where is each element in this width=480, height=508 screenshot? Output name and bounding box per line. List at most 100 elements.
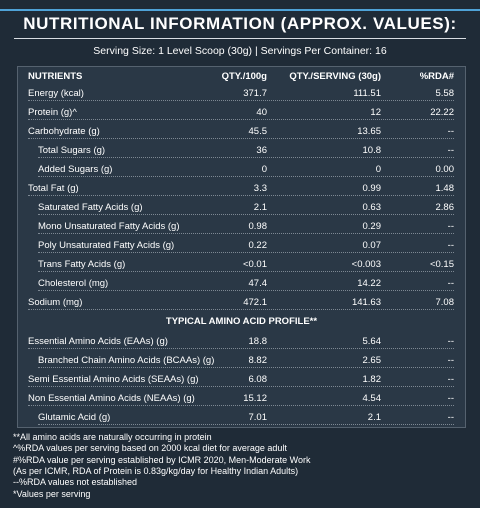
value-per-100g: 3.3: [253, 183, 267, 194]
rda-value: --: [447, 126, 454, 137]
nutrient-name: Non Essential Amino Acids (NEAAs) (g): [28, 393, 195, 404]
value-per-serving: 141.63: [351, 297, 381, 308]
value-per-serving: 4.54: [362, 393, 382, 404]
row-leader: [28, 195, 454, 196]
value-per-100g: 472.1: [243, 297, 267, 308]
rda-value: --: [447, 336, 454, 347]
value-per-serving: 0: [375, 164, 381, 175]
nutrient-name: Trans Fatty Acids (g): [38, 259, 126, 270]
rda-value: --: [447, 393, 454, 404]
value-per-100g: 47.4: [248, 278, 268, 289]
rda-value: --: [447, 240, 454, 251]
nutrient-name: Semi Essential Amino Acids (SEAAs) (g): [28, 374, 199, 385]
nutrient-name: Saturated Fatty Acids (g): [38, 202, 143, 213]
row-leader: [28, 405, 454, 406]
value-per-serving: 12: [370, 107, 381, 118]
row-leader: [28, 386, 454, 387]
value-per-100g: 0.98: [248, 221, 268, 232]
column-header: NUTRIENTS: [28, 71, 83, 82]
nutrient-name: Sodium (mg): [28, 297, 83, 308]
value-per-serving: 2.65: [362, 355, 382, 366]
row-leader: [28, 138, 454, 139]
value-per-100g: 40: [256, 107, 267, 118]
value-per-100g: 6.08: [248, 374, 268, 385]
value-per-100g: 0: [261, 164, 267, 175]
value-per-100g: 371.7: [243, 88, 267, 99]
column-header: %RDA#: [419, 71, 454, 82]
value-per-serving: 10.8: [362, 145, 382, 156]
value-per-100g: <0.01: [242, 259, 267, 270]
nutrient-name: Mono Unsaturated Fatty Acids (g): [38, 221, 180, 232]
row-leader: [38, 271, 454, 272]
rda-value: 22.22: [430, 107, 454, 118]
rda-value: 7.08: [435, 297, 455, 308]
nutrient-name: Total Fat (g): [28, 183, 79, 194]
value-per-serving: 0.07: [362, 240, 382, 251]
column-header: QTY./100g: [221, 71, 267, 82]
value-per-serving: 2.1: [367, 412, 381, 423]
row-leader: [38, 424, 454, 425]
rda-value: --: [447, 355, 454, 366]
rda-value: 0.00: [435, 164, 455, 175]
title-underline: [14, 38, 466, 39]
rda-value: --: [447, 278, 454, 289]
nutrient-name: Total Sugars (g): [38, 145, 106, 156]
value-per-serving: 0.99: [362, 183, 382, 194]
row-leader: [28, 309, 454, 310]
rda-value: <0.15: [429, 259, 454, 270]
value-per-serving: 14.22: [357, 278, 381, 289]
section-title: TYPICAL AMINO ACID PROFILE**: [165, 316, 318, 327]
value-per-100g: 36: [256, 145, 267, 156]
footnote: **All amino acids are naturally occurrin…: [13, 432, 212, 442]
value-per-100g: 2.1: [253, 202, 267, 213]
nutrient-name: Branched Chain Amino Acids (BCAAs) (g): [38, 355, 215, 366]
rda-value: --: [447, 412, 454, 423]
value-per-serving: 1.82: [362, 374, 382, 385]
footnote: ^%RDA values per serving based on 2000 k…: [13, 443, 287, 454]
nutrient-name: Essential Amino Acids (EAAs) (g): [28, 336, 168, 347]
value-per-serving: 111.51: [353, 88, 381, 99]
nutrient-name: Cholesterol (mg): [38, 278, 109, 289]
row-leader: [38, 157, 454, 158]
top-accent-line: [0, 9, 480, 11]
nutrient-name: Added Sugars (g): [38, 164, 113, 175]
row-leader: [38, 214, 454, 215]
footnote: *Values per serving: [13, 488, 91, 499]
value-per-serving: 13.65: [357, 126, 381, 137]
rda-value: --: [447, 221, 454, 232]
value-per-serving: <0.003: [351, 259, 381, 270]
rda-value: --: [447, 374, 454, 385]
footnote: --%RDA values not established: [13, 477, 138, 488]
row-leader: [38, 290, 454, 291]
rda-value: --: [447, 145, 454, 156]
nutrient-name: Energy (kcal): [28, 88, 84, 99]
row-leader: [38, 367, 454, 368]
nutrition-table: NUTRIENTS QTY./100g QTY./SERVING (30g) %RDA…: [17, 66, 466, 428]
value-per-100g: 7.01: [248, 412, 268, 423]
row-leader: [28, 119, 454, 120]
rda-value: 2.86: [435, 202, 455, 213]
value-per-serving: 0.63: [362, 202, 382, 213]
nutrient-name: Poly Unsaturated Fatty Acids (g): [38, 240, 175, 251]
row-leader: [38, 252, 454, 253]
footnote: #%RDA value per serving established by I…: [13, 454, 311, 465]
rda-value: 5.58: [435, 88, 455, 99]
nutrient-name: Glutamic Acid (g): [38, 412, 111, 423]
row-leader: [28, 348, 454, 349]
value-per-serving: 0.29: [362, 221, 382, 232]
row-leader: [28, 100, 454, 101]
nutrient-name: Protein (g)^: [28, 107, 77, 118]
footnote: (As per ICMR, RDA of Protein is 0.83g/kg…: [13, 465, 299, 476]
serving-info: Serving Size: 1 Level Scoop (30g) | Serv…: [93, 45, 387, 57]
rda-value: 1.48: [435, 183, 455, 194]
row-leader: [38, 176, 454, 177]
column-header: QTY./SERVING (30g): [289, 71, 381, 82]
value-per-serving: 5.64: [362, 336, 382, 347]
value-per-100g: 18.8: [248, 336, 268, 347]
title: NUTRITIONAL INFORMATION (APPROX. VALUES)…: [23, 14, 457, 33]
value-per-100g: 8.82: [248, 355, 268, 366]
row-leader: [38, 233, 454, 234]
value-per-100g: 45.5: [248, 126, 268, 137]
value-per-100g: 0.22: [248, 240, 268, 251]
